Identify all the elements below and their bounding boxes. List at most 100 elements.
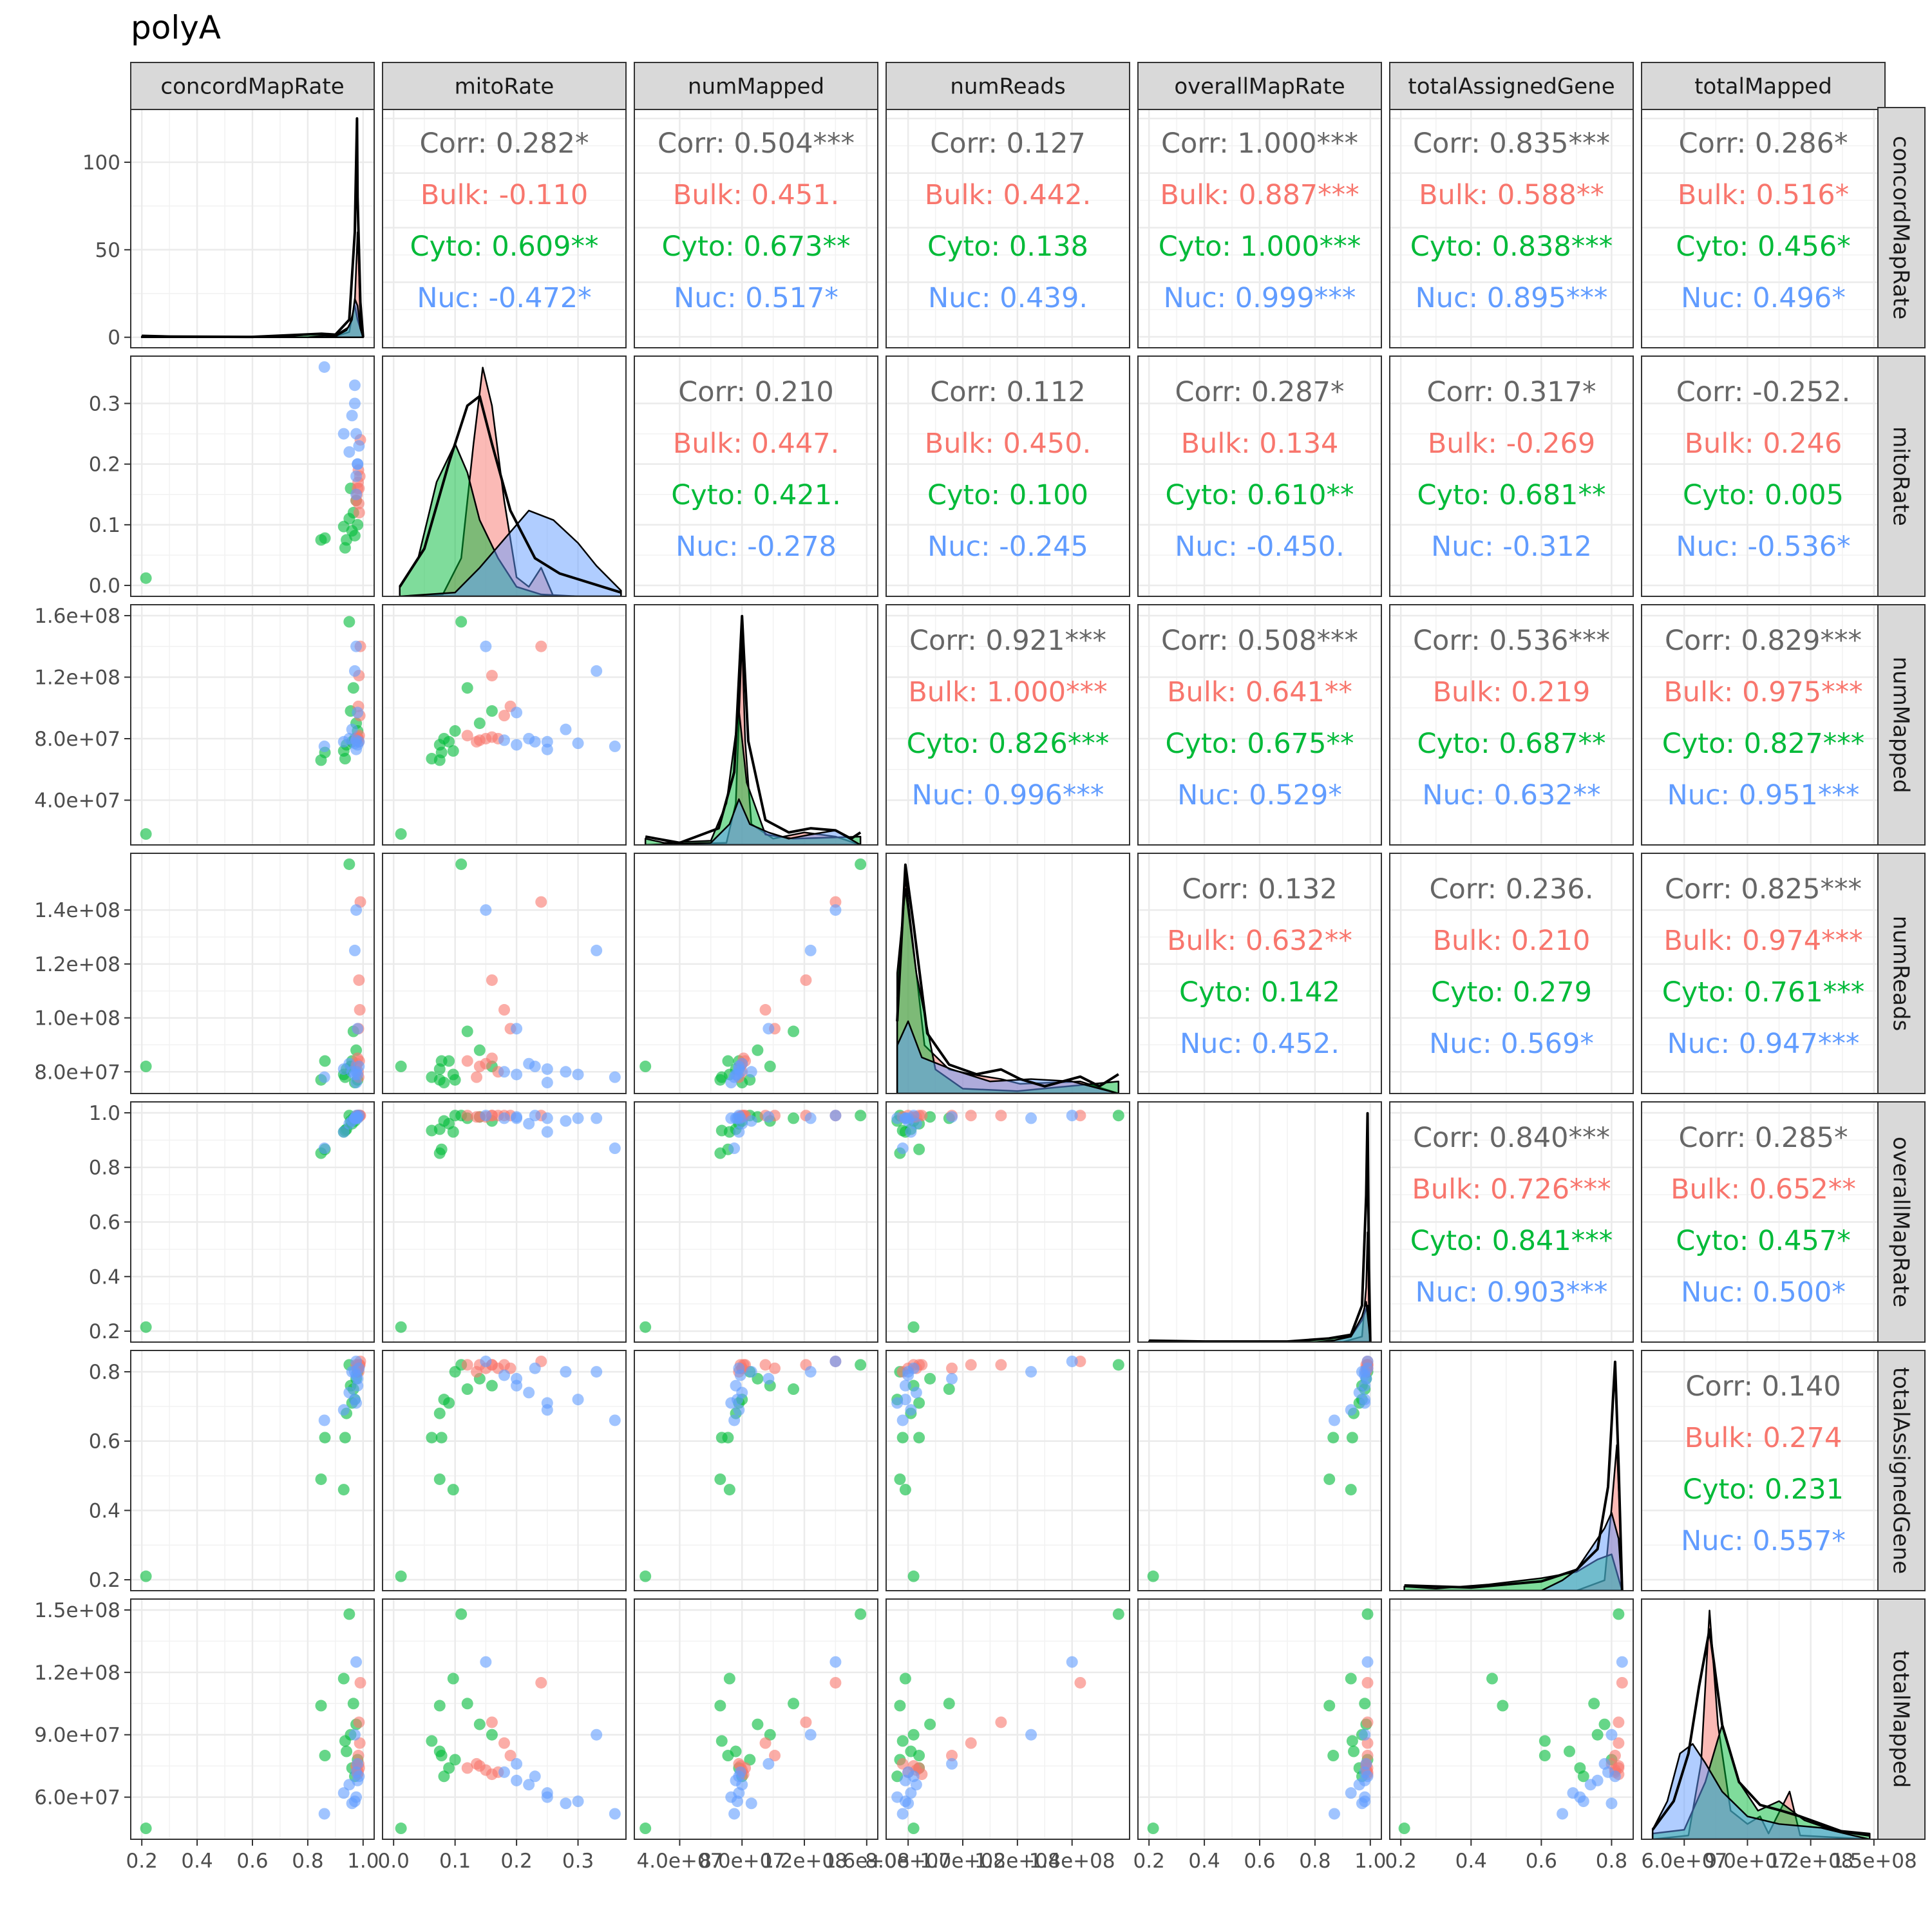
scatter-point-cyto <box>449 725 461 737</box>
scatter-point-nuc <box>529 1060 541 1072</box>
scatter-points <box>639 858 867 1089</box>
scatter-point-nuc <box>734 1066 746 1078</box>
panel-mitoRate-vs-numReads: Corr: 0.112 Bulk: 0.450. Cyto: 0.100 Nuc: -… <box>886 355 1130 597</box>
x-tick-label: 0.4 <box>181 1850 213 1873</box>
corr-nuc: Nuc: 0.439. <box>928 282 1088 314</box>
x-axis-overallMapRate: 0.2 0.4 0.6 0.8 1.0 <box>1133 1839 1386 1873</box>
scatter-point-bulk <box>461 1762 473 1774</box>
x-tick-label: 0.0 <box>378 1850 410 1873</box>
scatter-point-nuc <box>745 1797 757 1810</box>
panel-numMapped-vs-totalMapped: Corr: 0.829*** Bulk: 0.975*** Cyto: 0.827*… <box>1641 604 1886 846</box>
x-tick-label: 0.2 <box>500 1850 532 1873</box>
scatter-point-nuc <box>1345 1404 1357 1416</box>
scatter-point-nuc <box>609 1142 621 1155</box>
scatter-point-nuc <box>591 665 603 677</box>
scatter-point-nuc <box>896 1414 909 1426</box>
scatter-point-nuc <box>946 1111 958 1123</box>
panel-background <box>1390 605 1633 845</box>
scatter-point-cyto <box>352 518 364 531</box>
panel-background <box>383 605 626 845</box>
corr-overall: Corr: 1.000*** <box>1161 128 1358 160</box>
panel-numReads-vs-numReads <box>886 853 1130 1094</box>
corr-overall: Corr: 0.536*** <box>1413 625 1610 657</box>
column-strip-totalAssignedGene: totalAssignedGene <box>1389 62 1634 110</box>
corr-overall: Corr: 0.282* <box>420 128 589 160</box>
scatter-point-nuc <box>1345 1787 1357 1799</box>
x-tick-label: 4.0e+07 <box>637 1850 723 1873</box>
y-tick-label: 0.2 <box>89 1320 120 1343</box>
scatter-point-nuc <box>480 640 492 652</box>
scatter-point-nuc <box>1605 1797 1618 1810</box>
scatter-point-nuc <box>560 723 572 735</box>
scatter-point-cyto <box>788 1025 800 1037</box>
scatter-point-nuc <box>734 1369 746 1381</box>
panel-border <box>382 1101 627 1343</box>
scatter-point-bulk <box>946 1750 958 1762</box>
scatter-point-nuc <box>591 1366 603 1378</box>
scatter-point-nuc <box>730 1379 742 1392</box>
scatter-point-cyto <box>449 1754 461 1766</box>
column-strip-label: totalAssignedGene <box>1408 74 1615 100</box>
scatter-point-bulk <box>946 1362 958 1374</box>
panel-background <box>383 1350 626 1591</box>
column-strip-mitoRate: mitoRate <box>382 62 627 110</box>
scatter-point-cyto <box>473 1044 486 1056</box>
scatter-point-bulk <box>759 1359 772 1371</box>
x-tick-label: 0.2 <box>1385 1850 1417 1873</box>
scatter-point-cyto <box>1398 1823 1410 1835</box>
y-tick-label: 100 <box>82 151 120 175</box>
scatter-point-cyto <box>714 1473 726 1485</box>
scatter-point-cyto <box>315 1473 327 1485</box>
scatter-point-cyto <box>395 1570 407 1582</box>
scatter-point-cyto <box>433 1063 446 1075</box>
panel-grid: Corr: 0.282* Bulk: -0.110 Cyto: 0.609** Nuc… <box>130 107 1886 1840</box>
scatter-point-bulk <box>995 1110 1007 1122</box>
scatter-point-cyto <box>449 1366 461 1378</box>
panel-background <box>1642 605 1885 845</box>
corr-bulk: Bulk: 0.210 <box>1433 925 1591 957</box>
panel-totalAssignedGene-vs-concordMapRate <box>130 1350 375 1591</box>
panel-border <box>382 853 627 1094</box>
y-tick-label: 0.0 <box>89 574 120 598</box>
scatter-points <box>395 1110 621 1333</box>
corr-nuc: Nuc: 0.632** <box>1422 779 1600 811</box>
panel-border <box>382 604 627 846</box>
corr-nuc: Nuc: 0.947*** <box>1667 1028 1860 1060</box>
panel-border <box>1137 355 1382 597</box>
panel-background <box>1642 853 1885 1094</box>
x-tick-label: 1.5e+08 <box>1831 1850 1917 1873</box>
scatter-point-cyto <box>473 1718 486 1730</box>
corr-cyto: Cyto: 0.675** <box>1166 728 1354 760</box>
scatter-point-nuc <box>734 1766 746 1778</box>
panel-border <box>1389 604 1634 846</box>
scatter-point-cyto <box>461 1698 473 1710</box>
scatter-point-nuc <box>529 1110 541 1122</box>
scatter-point-cyto <box>894 1473 906 1485</box>
panel-mitoRate-vs-concordMapRate <box>130 355 375 597</box>
scatter-point-nuc <box>498 1066 510 1078</box>
corr-cyto: Cyto: 0.826*** <box>907 728 1109 760</box>
scatter-point-cyto <box>907 1728 920 1741</box>
scatter-point-nuc <box>946 1372 958 1385</box>
scatter-point-nuc <box>480 1656 492 1668</box>
scatter-point-cyto <box>913 1432 925 1444</box>
scatter-point-cyto <box>855 1608 867 1620</box>
scatter-point-cyto <box>426 1432 438 1444</box>
corr-bulk: Bulk: 0.652** <box>1671 1173 1856 1206</box>
scatter-point-bulk <box>461 1055 473 1067</box>
panel-border <box>1389 1598 1634 1840</box>
scatter-points <box>891 1608 1124 1835</box>
scatter-point-bulk <box>1074 1110 1086 1122</box>
panel-border <box>130 604 375 846</box>
strip-background <box>1389 62 1634 110</box>
scatter-point-cyto <box>1323 1700 1336 1712</box>
scatter-point-nuc <box>762 1111 775 1123</box>
scatter-point-cyto <box>395 1060 407 1072</box>
scatter-point-nuc <box>1602 1766 1614 1778</box>
panel-overallMapRate-vs-totalMapped: Corr: 0.285* Bulk: 0.652** Cyto: 0.457* Nuc… <box>1641 1101 1886 1343</box>
panel-border <box>1137 853 1382 1094</box>
y-tick-label: 1.2e+08 <box>34 666 120 689</box>
scatter-point-nuc <box>511 1774 523 1786</box>
scatter-point-cyto <box>752 1718 764 1730</box>
scatter-point-cyto <box>339 1432 351 1444</box>
